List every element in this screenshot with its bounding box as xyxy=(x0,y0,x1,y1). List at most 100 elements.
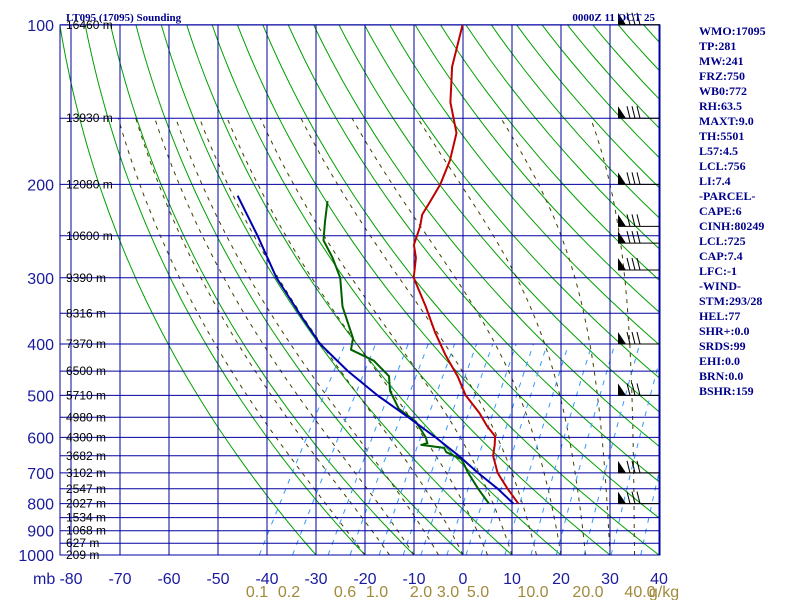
index-item: WB0:772 xyxy=(699,84,747,98)
wind-barb-feather xyxy=(636,383,641,396)
pressure-tick-label: 400 xyxy=(27,337,54,354)
height-label: 12080 m xyxy=(66,177,113,191)
wind-barbs xyxy=(618,12,660,505)
moist-adiabat-line xyxy=(500,117,611,555)
wind-barb-feather xyxy=(636,460,641,474)
height-label: 8316 m xyxy=(66,306,106,320)
wind-barb-feather xyxy=(626,106,631,119)
wind-barb-feather xyxy=(626,214,631,227)
wind-barb-feather xyxy=(626,460,631,474)
wind-barb-flag xyxy=(618,258,626,270)
moist-adiabat-line xyxy=(300,117,537,555)
dry-adiabat-line xyxy=(465,25,660,251)
temperature-tick-label: -60 xyxy=(157,571,180,588)
index-item: WMO:17095 xyxy=(699,24,766,38)
wind-barb-flag xyxy=(618,491,626,504)
temperature-tick-label: 30 xyxy=(601,571,619,588)
dry-adiabat-line xyxy=(60,25,317,555)
temperature-tick-label: -10 xyxy=(402,571,425,588)
mixing-ratio-label: 20.0 xyxy=(572,584,603,600)
wind-barb-flag xyxy=(618,383,626,396)
index-item: STM:293/28 xyxy=(699,294,762,308)
wind-barb-feather xyxy=(636,491,641,504)
index-item: FRZ:750 xyxy=(699,69,745,83)
index-item: LCL:725 xyxy=(699,234,746,248)
height-label: 3682 m xyxy=(66,449,106,463)
dry-adiabat-line xyxy=(110,25,415,555)
wind-barb-feather xyxy=(631,230,636,244)
index-item: TH:5501 xyxy=(699,129,744,143)
wind-barb-feather xyxy=(626,230,631,244)
mixing-ratio-labels: 0.1 0.2 0.6 1.0 2.0 3.0 5.0 10.0 20.0 40.0g/kg xyxy=(246,584,679,600)
dry-adiabat-line xyxy=(414,25,660,314)
index-item: SHR+:0.0 xyxy=(699,324,750,338)
moist-adiabat-line xyxy=(590,118,635,555)
index-item: BRN:0.0 xyxy=(699,369,743,383)
dewpoint-profile-line xyxy=(322,200,490,505)
height-label: 1534 m xyxy=(66,511,106,525)
temperature-axis-labels: -80 -70 -60 -50 -40 -30 -20 -10 0 10 20 30 40 xyxy=(59,571,668,588)
wind-barb-feather xyxy=(626,491,631,504)
wind-barb-feather xyxy=(631,106,636,119)
height-label: 209 m xyxy=(66,548,99,562)
parcel-profile-line xyxy=(236,195,515,505)
height-label: 2547 m xyxy=(66,482,106,496)
dry-adiabat-line xyxy=(338,25,660,414)
index-item: L57:4.5 xyxy=(699,144,738,158)
dry-adiabat-line xyxy=(211,25,611,555)
temperature-tick-label: 40 xyxy=(650,571,668,588)
mixing-ratio-label: 0.6 xyxy=(334,584,356,600)
mixing-ratio-label: 5.0 xyxy=(467,584,489,600)
mixing-ratio-label: 3.0 xyxy=(437,584,459,600)
index-item: SRDS:99 xyxy=(699,339,746,353)
height-label: 6500 m xyxy=(66,364,106,378)
temperature-tick-label: -80 xyxy=(59,571,82,588)
index-item: LI:7.4 xyxy=(699,174,731,188)
mixing-ratio-label: 2.0 xyxy=(410,584,432,600)
dry-adiabat-line xyxy=(440,25,660,282)
wind-barb xyxy=(618,491,660,505)
dry-adiabat-line xyxy=(313,25,660,448)
height-label: 3102 m xyxy=(66,466,106,480)
pressure-axis-labels: 100 200 300 400 500 600 700 800 900 1000 xyxy=(18,18,54,565)
index-item: TP:281 xyxy=(699,39,736,53)
chart-title: LT095 (17095) Sounding xyxy=(66,12,182,24)
wind-barb xyxy=(618,12,660,26)
index-item: -WIND- xyxy=(699,279,741,293)
moist-adiabat-line xyxy=(199,118,464,555)
wind-barb-feather xyxy=(631,172,636,185)
height-label: 9390 m xyxy=(66,271,106,285)
dry-adiabat-line xyxy=(389,25,660,347)
wind-barb xyxy=(618,460,660,474)
sounding-profiles xyxy=(236,25,520,505)
mixing-ratio-label: 10.0 xyxy=(517,584,548,600)
moist-adiabat-line xyxy=(175,118,439,555)
valid-time: 0000Z 11 OCT 25 xyxy=(572,12,655,24)
wind-barb-feather xyxy=(626,331,631,345)
dry-adiabat-line xyxy=(287,25,660,484)
wind-barb xyxy=(618,230,660,244)
mixing-ratio-label: 0.2 xyxy=(278,584,300,600)
dry-adiabat-line xyxy=(236,25,660,555)
moist-adiabat-line xyxy=(259,117,513,555)
dry-adiabat-line xyxy=(262,25,660,520)
index-item: MAXT:9.0 xyxy=(699,114,754,128)
temperature-tick-label: -70 xyxy=(108,571,131,588)
dry-adiabat-line xyxy=(541,25,660,160)
mixing-ratio-label: 40.0 xyxy=(624,584,655,600)
wind-barb-feather xyxy=(636,230,641,244)
index-item: LFC:-1 xyxy=(699,264,737,278)
wind-barb-feather xyxy=(636,12,641,25)
index-item: BSHR:159 xyxy=(699,384,754,398)
temperature-tick-label: -20 xyxy=(353,571,376,588)
wind-barb-flag xyxy=(618,214,626,227)
height-labels: 16460 m 13930 m 12080 m 10600 m 9390 m 8316 m… xyxy=(66,18,113,562)
mixing-ratio-unit: g/kg xyxy=(649,584,679,600)
moist-adiabat-line xyxy=(154,118,415,555)
pressure-temperature-grid xyxy=(59,24,661,556)
wind-barb-feather xyxy=(631,257,636,271)
temperature-tick-label: -40 xyxy=(255,571,278,588)
dry-adiabat-line xyxy=(160,25,513,555)
index-item: CAP:7.4 xyxy=(699,249,743,263)
